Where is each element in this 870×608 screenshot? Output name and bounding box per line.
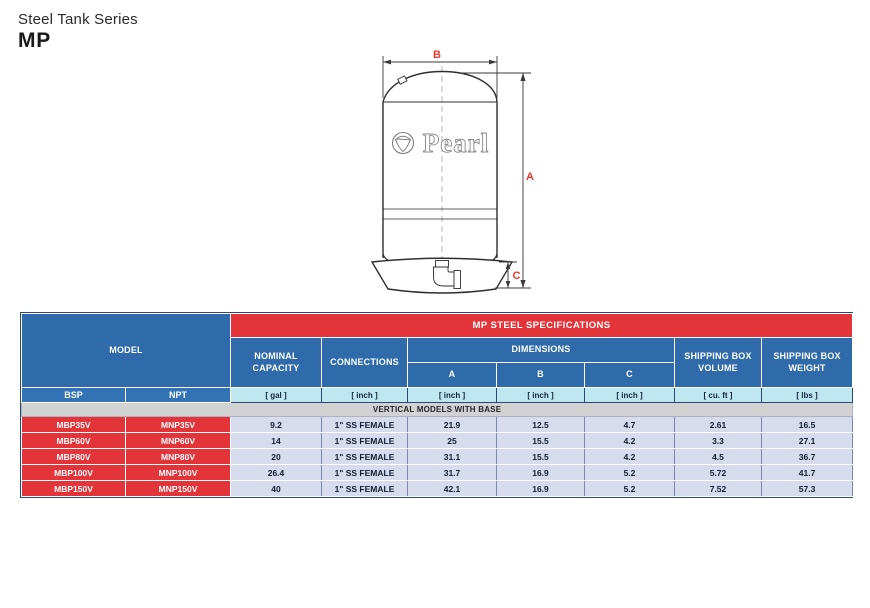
- dim-b-cell: 16.9: [496, 464, 585, 481]
- model-npt-cell: MNP35V: [125, 416, 231, 433]
- dim-b-cell: 12.5: [496, 416, 585, 433]
- model-bsp-cell: MBP100V: [21, 464, 126, 481]
- model-group-header: MODEL: [21, 313, 231, 388]
- capacity-cell: 20: [230, 448, 322, 465]
- dim-a-cell: 42.1: [407, 480, 497, 497]
- unit-volume: [ cu. ft ]: [674, 387, 762, 403]
- npt-header: NPT: [125, 387, 231, 403]
- model-npt-cell: MNP150V: [125, 480, 231, 497]
- series-title: Steel Tank Series: [18, 11, 138, 28]
- model-bsp-cell: MBP60V: [21, 432, 126, 449]
- unit-connections: [ inch ]: [321, 387, 408, 403]
- capacity-cell: 40: [230, 480, 322, 497]
- dim-c-cell: 5.2: [584, 480, 675, 497]
- table-row: MBP35V MNP35V 9.2 1" SS FEMALE 21.9 12.5…: [21, 416, 854, 433]
- model-npt-cell: MNP80V: [125, 448, 231, 465]
- dimension-b-label: B: [433, 49, 441, 61]
- volume-cell: 3.3: [674, 432, 762, 449]
- pearl-logo-swirl-icon: [394, 135, 412, 153]
- table-row: MBP150V MNP150V 40 1" SS FEMALE 42.1 16.…: [21, 480, 854, 497]
- volume-cell: 7.52: [674, 480, 762, 497]
- weight-cell: 41.7: [760, 464, 854, 481]
- bsp-header: BSP: [21, 387, 126, 403]
- unit-dim-b: [ inch ]: [496, 387, 585, 403]
- dim-b-header: B: [496, 362, 585, 388]
- model-bsp-cell: MBP150V: [21, 480, 126, 497]
- arrow-left-icon: [383, 59, 391, 65]
- connections-cell: 1" SS FEMALE: [321, 480, 408, 497]
- connections-cell: 1" SS FEMALE: [321, 448, 408, 465]
- tank-diagram: Pearl B A: [365, 40, 540, 302]
- connections-cell: 1" SS FEMALE: [321, 464, 408, 481]
- weight-header: SHIPPING BOX WEIGHT: [760, 337, 854, 388]
- dim-a-cell: 31.7: [407, 464, 497, 481]
- spec-table: MODEL MP STEEL SPECIFICATIONS NOMINAL CA…: [20, 313, 854, 497]
- volume-header: SHIPPING BOX VOLUME: [674, 337, 762, 388]
- connections-cell: 1" SS FEMALE: [321, 432, 408, 449]
- volume-cell: 5.72: [674, 464, 762, 481]
- dim-a-cell: 25: [407, 432, 497, 449]
- dim-c-cell: 4.2: [584, 432, 675, 449]
- air-valve-icon: [397, 75, 408, 85]
- pearl-logo-mark-icon: [391, 131, 415, 155]
- unit-weight: [ lbs ]: [760, 387, 854, 403]
- dim-a-header: A: [407, 362, 497, 388]
- model-bsp-cell: MBP80V: [21, 448, 126, 465]
- dimension-c-label: C: [513, 270, 521, 282]
- dim-c-cell: 4.2: [584, 448, 675, 465]
- arrow-up-icon: [505, 262, 511, 269]
- table-row: MBP100V MNP100V 26.4 1" SS FEMALE 31.7 1…: [21, 464, 854, 481]
- weight-cell: 16.5: [760, 416, 854, 433]
- dimension-a: [461, 72, 531, 289]
- pearl-logo-text: Pearl: [423, 128, 489, 158]
- weight-cell: 36.7: [760, 448, 854, 465]
- dimensions-header: DIMENSIONS: [407, 337, 675, 363]
- table-row: MBP80V MNP80V 20 1" SS FEMALE 31.1 15.5 …: [21, 448, 854, 465]
- page-title: MP: [18, 29, 52, 52]
- weight-cell: 27.1: [760, 432, 854, 449]
- tank-outline: [382, 70, 498, 264]
- spec-table-wrap: MODEL MP STEEL SPECIFICATIONS NOMINAL CA…: [20, 312, 854, 498]
- volume-cell: 4.5: [674, 448, 762, 465]
- capacity-cell: 26.4: [230, 464, 322, 481]
- spec-group-header: MP STEEL SPECIFICATIONS: [229, 313, 854, 338]
- dim-a-cell: 31.1: [407, 448, 497, 465]
- model-npt-cell: MNP60V: [125, 432, 231, 449]
- capacity-cell: 14: [230, 432, 322, 449]
- dim-b-cell: 15.5: [496, 448, 585, 465]
- arrow-down-icon: [505, 281, 511, 288]
- dim-b-cell: 15.5: [496, 432, 585, 449]
- arrow-up-icon: [520, 73, 526, 81]
- dim-b-cell: 16.9: [496, 480, 585, 497]
- pearl-logo: Pearl: [391, 128, 489, 158]
- capacity-cell: 9.2: [230, 416, 322, 433]
- arrow-down-icon: [520, 280, 526, 288]
- unit-dim-c: [ inch ]: [584, 387, 675, 403]
- title-block: Steel Tank Series MP: [18, 11, 138, 52]
- section-row: VERTICAL MODELS WITH BASE: [20, 402, 854, 417]
- tank-diagram-svg: Pearl B A: [370, 49, 534, 294]
- volume-cell: 2.61: [674, 416, 762, 433]
- weight-cell: 57.3: [760, 480, 854, 497]
- dimension-c: [499, 261, 517, 288]
- model-bsp-cell: MBP35V: [21, 416, 126, 433]
- dimension-a-label: A: [526, 171, 534, 183]
- dim-c-cell: 4.7: [584, 416, 675, 433]
- model-npt-cell: MNP100V: [125, 464, 231, 481]
- dim-c-cell: 5.2: [584, 464, 675, 481]
- unit-capacity: [ gal ]: [230, 387, 322, 403]
- capacity-header: NOMINAL CAPACITY: [230, 337, 322, 388]
- connections-cell: 1" SS FEMALE: [321, 416, 408, 433]
- elbow-fitting-icon: [433, 260, 461, 289]
- dim-a-cell: 21.9: [407, 416, 497, 433]
- table-row: MBP60V MNP60V 14 1" SS FEMALE 25 15.5 4.…: [21, 432, 854, 449]
- unit-dim-a: [ inch ]: [407, 387, 497, 403]
- arrow-right-icon: [489, 59, 497, 65]
- dim-c-header: C: [584, 362, 675, 388]
- dimension-b: [382, 56, 498, 98]
- connections-header: CONNECTIONS: [321, 337, 408, 388]
